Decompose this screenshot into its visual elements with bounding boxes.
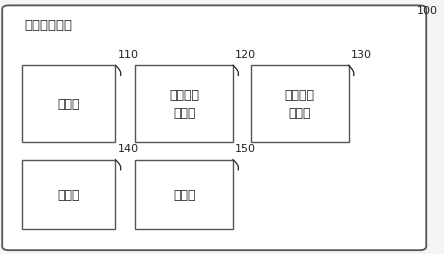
Text: 120: 120 xyxy=(235,50,257,60)
Bar xyxy=(22,160,115,229)
Bar xyxy=(22,66,115,142)
Text: 150: 150 xyxy=(235,144,256,154)
Text: 取得部: 取得部 xyxy=(58,188,80,201)
Bar xyxy=(251,66,349,142)
Text: 130: 130 xyxy=(351,50,372,60)
Text: 信息处理装置: 信息处理装置 xyxy=(24,19,72,32)
Bar xyxy=(135,66,233,142)
FancyBboxPatch shape xyxy=(2,6,426,250)
Text: 100: 100 xyxy=(416,6,437,16)
Text: 存储部: 存储部 xyxy=(58,98,80,110)
Text: 140: 140 xyxy=(118,144,139,154)
Text: 控制部: 控制部 xyxy=(173,188,195,201)
Bar xyxy=(135,160,233,229)
Text: 现状信息
生成部: 现状信息 生成部 xyxy=(169,89,199,120)
Text: 110: 110 xyxy=(118,50,139,60)
Text: 预测信息
生成部: 预测信息 生成部 xyxy=(285,89,315,120)
